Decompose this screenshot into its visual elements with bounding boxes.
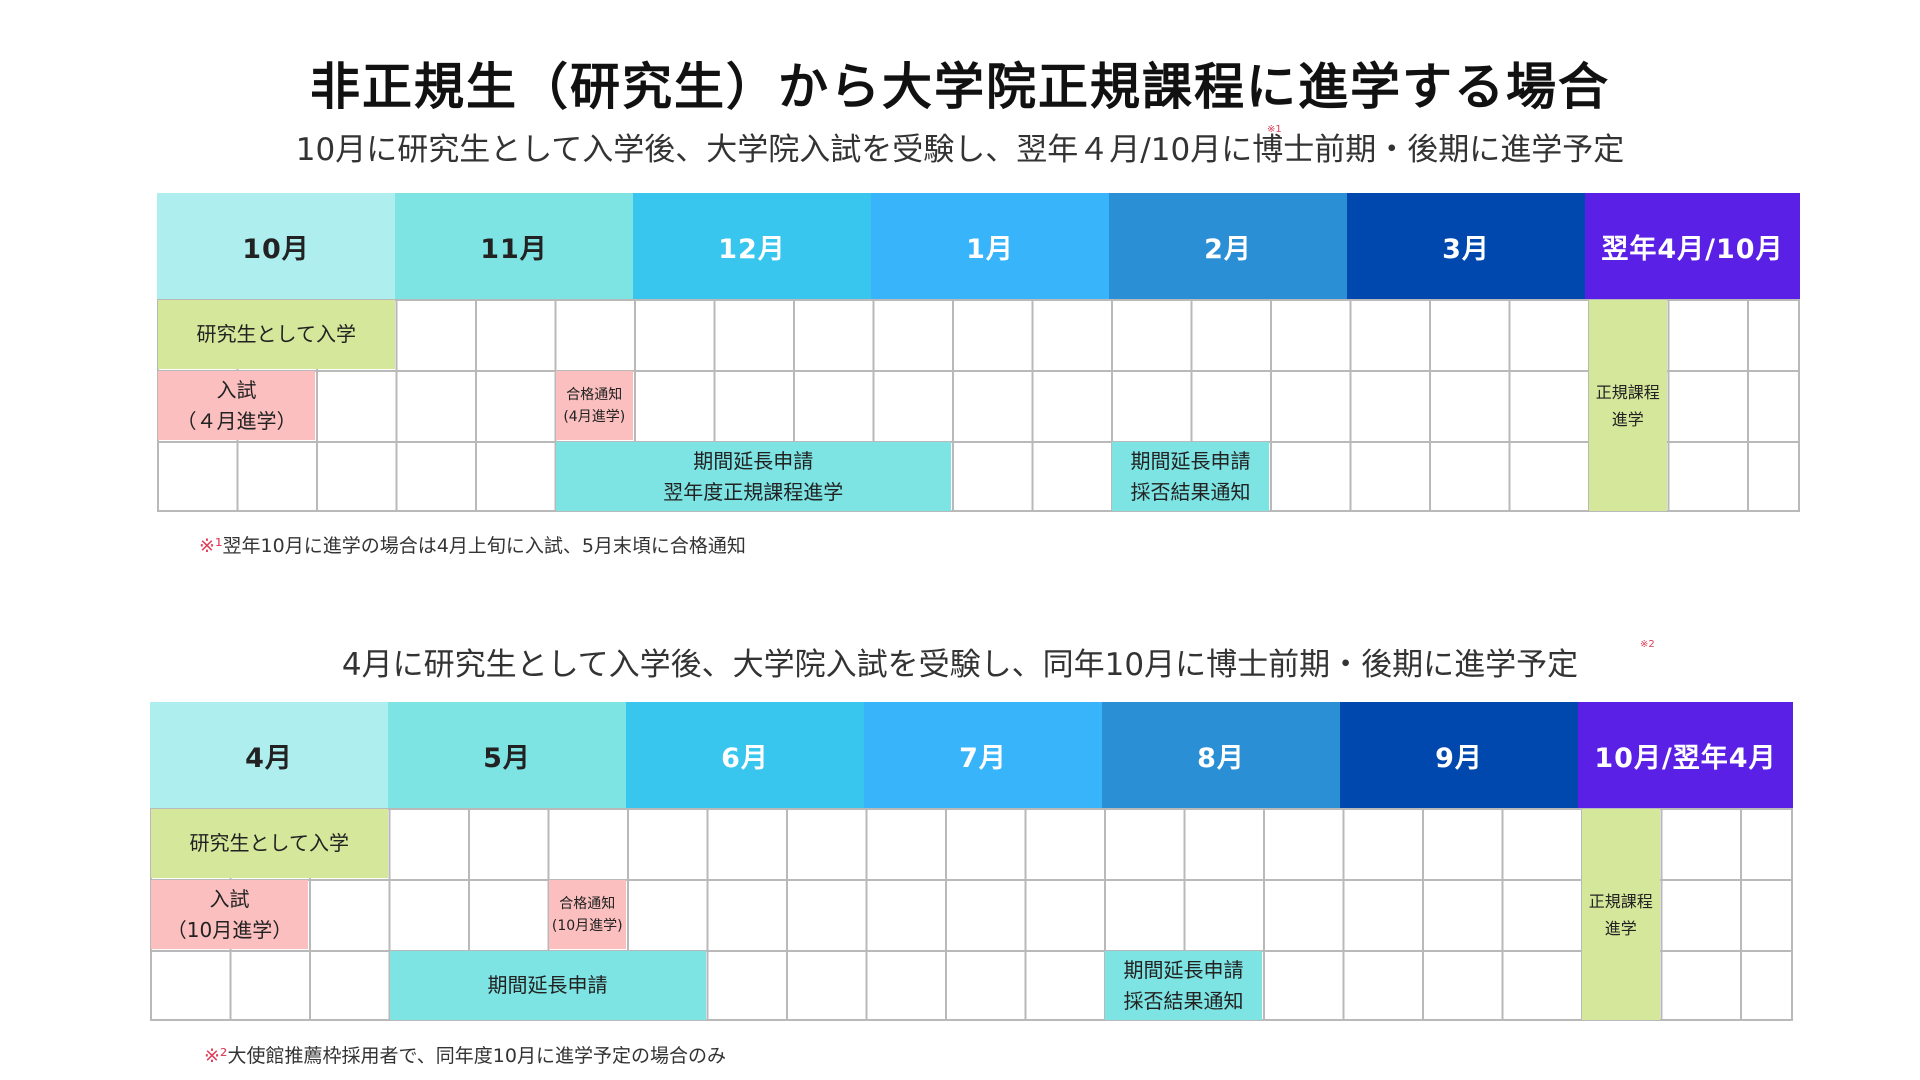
event-entrance-exam: 入試 （10月進学）: [151, 880, 308, 949]
month-header: 1月: [871, 193, 1109, 299]
month-header: 11月: [395, 193, 633, 299]
section-2-timeline: 4月 5月 6月 7月 8月 9月 10月/翌年4月 研究生として入学 入試 （…: [150, 702, 1793, 1021]
section-2-schedule-grid: 研究生として入学 入試 （10月進学） 合格通知 (10月進学) 期間延長申請 …: [150, 808, 1793, 1021]
section-1-timeline: 10月 11月 12月 1月 2月 3月 翌年4月/10月 研究生として入学 入…: [157, 193, 1800, 512]
month-header: 3月: [1347, 193, 1585, 299]
section-2-subtitle: 4月に研究生として入学後、大学院入試を受験し、同年10月に博士前期・後期に進学予…: [0, 643, 1920, 687]
event-enrollment: 研究生として入学: [151, 809, 388, 878]
footnote-text: 大使館推薦枠採用者で、同年度10月に進学予定の場合のみ: [227, 1045, 726, 1067]
event-extension-application: 期間延長申請 翌年度正規課程進学: [555, 442, 951, 511]
month-header: 4月: [150, 702, 388, 808]
month-header: 8月: [1102, 702, 1340, 808]
event-extension-application: 期間延長申請: [389, 951, 706, 1020]
event-regular-program-admission: 正規課程 進学: [1589, 300, 1667, 511]
section-2-month-header: 4月 5月 6月 7月 8月 9月 10月/翌年4月: [150, 702, 1793, 808]
event-extension-result: 期間延長申請 採否結果通知: [1105, 951, 1262, 1020]
section-1-month-header: 10月 11月 12月 1月 2月 3月 翌年4月/10月: [157, 193, 1800, 299]
event-enrollment: 研究生として入学: [158, 300, 395, 369]
page-title: 非正規生（研究生）から大学院正規課程に進学する場合: [310, 58, 1610, 116]
event-extension-result: 期間延長申請 採否結果通知: [1112, 442, 1269, 511]
month-header: 9月: [1340, 702, 1578, 808]
section-2-footnote: ※²大使館推薦枠採用者で、同年度10月に進学予定の場合のみ: [204, 1041, 726, 1068]
section-2-subtitle-text: 4月に研究生として入学後、大学院入試を受験し、同年10月に博士前期・後期に進学予…: [341, 647, 1579, 683]
month-header: 2月: [1109, 193, 1347, 299]
event-entrance-exam: 入試 （４月進学）: [158, 371, 315, 440]
section-1-subtitle-text: 10月に研究生として入学後、大学院入試を受験し、翌年４月/10月に博士前期・後期…: [295, 132, 1625, 168]
month-header: 5月: [388, 702, 626, 808]
month-header: 10月/翌年4月: [1578, 702, 1793, 808]
section-1-footnote-marker: ※1: [1267, 124, 1282, 135]
footnote-marker: ※¹: [199, 535, 223, 557]
footnote-marker: ※²: [204, 1045, 228, 1067]
section-1-subtitle: 10月に研究生として入学後、大学院入試を受験し、翌年４月/10月に博士前期・後期…: [0, 128, 1920, 172]
event-regular-program-admission: 正規課程 進学: [1582, 809, 1660, 1020]
month-header: 10月: [157, 193, 395, 299]
month-header: 翌年4月/10月: [1585, 193, 1800, 299]
section-1-schedule-grid: 研究生として入学 入試 （４月進学） 合格通知 (4月進学) 期間延長申請 翌年…: [157, 299, 1800, 512]
event-acceptance-notice: 合格通知 (10月進学): [548, 880, 626, 949]
month-header: 6月: [626, 702, 864, 808]
month-header: 7月: [864, 702, 1102, 808]
month-header: 12月: [633, 193, 871, 299]
section-1-footnote: ※¹翌年10月に進学の場合は4月上旬に入試、5月末頃に合格通知: [199, 531, 746, 558]
section-2-footnote-marker: ※2: [1640, 639, 1655, 650]
footnote-text: 翌年10月に進学の場合は4月上旬に入試、5月末頃に合格通知: [222, 535, 746, 557]
event-acceptance-notice: 合格通知 (4月進学): [555, 371, 633, 440]
